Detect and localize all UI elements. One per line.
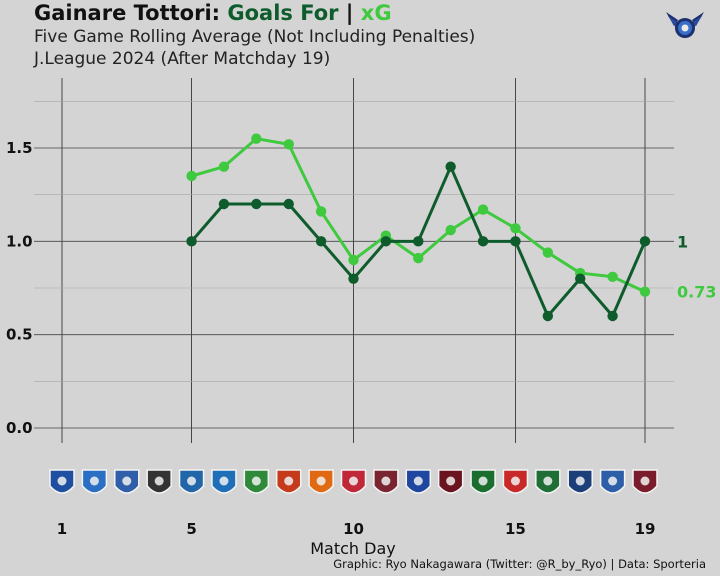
goals-for-point — [380, 236, 392, 247]
title-goals: Goals For — [227, 1, 339, 25]
club-crest-icon — [308, 469, 334, 494]
club-crest-icon — [632, 469, 658, 494]
crest-center — [89, 476, 99, 486]
y-tick-label: 1.5 — [6, 139, 33, 157]
club-crest-icon — [243, 469, 270, 494]
goals-for-point — [283, 198, 294, 210]
crest-center — [575, 476, 585, 486]
crest-center — [510, 476, 520, 486]
club-crest-icon — [373, 469, 399, 494]
crest-center — [187, 476, 197, 486]
y-tick-label: 0.0 — [6, 419, 33, 437]
club-crest-icon — [81, 469, 108, 494]
goals-for-point — [445, 161, 456, 172]
goals-for-point — [607, 310, 618, 322]
goals-for-point — [542, 310, 554, 322]
club-crest-icon — [470, 469, 496, 494]
crest-center — [219, 476, 229, 486]
chart-title: Gainare Tottori: Goals For | xG — [34, 1, 392, 25]
x-axis-label: Match Day — [310, 539, 396, 558]
crest-center — [251, 476, 261, 486]
x-tick-label: 19 — [635, 520, 656, 538]
xg-point — [315, 206, 327, 217]
club-crest-icon — [114, 469, 140, 494]
x-tick-label: 5 — [186, 520, 196, 538]
crest-center — [284, 476, 294, 486]
xg-end-label: 0.73 — [677, 283, 716, 302]
club-crest-icon — [535, 469, 561, 494]
x-tick-label: 10 — [343, 520, 364, 538]
goals-for-point — [413, 236, 424, 247]
xg-point — [186, 170, 197, 182]
club-crest-icon — [340, 469, 367, 494]
xg-point — [251, 133, 262, 144]
goals-for-end-label: 1 — [677, 232, 688, 251]
xg-point — [445, 224, 456, 236]
xg-point — [607, 271, 618, 282]
crest-center — [446, 476, 456, 486]
xg-point — [542, 247, 554, 258]
goals-for-point — [348, 273, 359, 284]
credit-text: Graphic: Ryo Nakagawara (Twitter: @R_by_… — [333, 557, 706, 571]
crest-center — [57, 476, 67, 486]
xg-point — [477, 204, 489, 215]
chart-subtitle-season: J.League 2024 (After Matchday 19) — [34, 49, 331, 69]
xg-point — [348, 254, 359, 266]
club-crest-icon — [178, 469, 205, 494]
xg-point — [510, 223, 521, 234]
crest-center — [543, 476, 553, 486]
goals-for-point — [218, 198, 230, 210]
y-tick-label: 1.0 — [6, 232, 33, 250]
club-crest-icon — [599, 469, 626, 494]
crest-center — [316, 476, 326, 486]
club-crest-icon — [211, 469, 237, 494]
goals-for-point — [575, 273, 586, 284]
crest-center — [381, 476, 391, 486]
crest-center — [608, 476, 618, 486]
goals-for-point — [315, 236, 327, 247]
xg-point — [283, 139, 294, 150]
xg-point — [218, 161, 230, 172]
club-crest-icon — [502, 469, 529, 494]
crest-center — [349, 476, 358, 486]
title-xg: xG — [360, 1, 392, 25]
club-crest-icon — [146, 469, 172, 494]
crest-center — [122, 476, 132, 486]
title-separator: | — [338, 1, 361, 25]
goals-for-point — [510, 236, 521, 247]
crest-center — [478, 476, 488, 486]
goals-for-point — [477, 236, 489, 247]
crest-center — [154, 476, 164, 486]
goals-for-point — [639, 236, 651, 247]
goals-for-point — [186, 236, 197, 247]
series-line-xg — [191, 137, 646, 294]
crest-center — [413, 476, 423, 486]
goals-for-point — [251, 198, 262, 210]
club-crest-icon — [49, 469, 75, 494]
x-tick-label: 15 — [505, 520, 526, 538]
club-crest-icon — [567, 469, 593, 494]
club-crest-icon — [275, 469, 302, 494]
y-tick-label: 0.5 — [6, 326, 33, 344]
xg-point — [639, 286, 651, 297]
x-tick-label: 1 — [57, 520, 67, 538]
xg-point — [413, 252, 424, 264]
eagle-emblem-icon — [666, 12, 704, 38]
chart-subtitle: Five Game Rolling Average (Not Including… — [34, 27, 476, 47]
club-crest-icon — [437, 469, 464, 494]
title-team: Gainare Tottori: — [34, 1, 221, 25]
crest-center — [640, 476, 650, 486]
club-crest-icon — [405, 469, 432, 494]
